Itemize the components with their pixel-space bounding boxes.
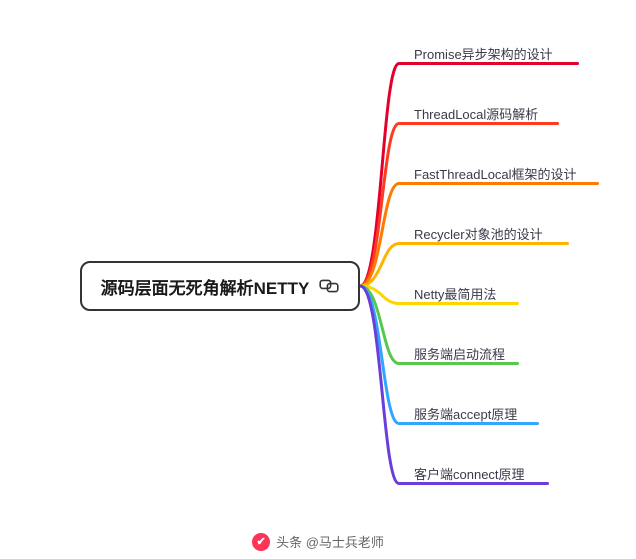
- child-node[interactable]: Promise异步架构的设计: [414, 44, 553, 63]
- connector: [360, 64, 399, 287]
- footer-check-icon: ✔: [252, 533, 270, 551]
- root-node[interactable]: 源码层面无死角解析NETTY: [80, 261, 360, 311]
- footer-text: 头条 @马士兵老师: [276, 532, 384, 551]
- connector: [360, 184, 399, 287]
- child-underline: [399, 302, 519, 305]
- connector: [360, 286, 399, 304]
- connector: [360, 286, 399, 484]
- child-underline: [399, 182, 599, 185]
- connector: [360, 124, 399, 287]
- child-underline: [399, 362, 519, 365]
- child-node[interactable]: ThreadLocal源码解析: [414, 104, 538, 123]
- child-node[interactable]: 服务端启动流程: [414, 344, 505, 363]
- child-node[interactable]: 服务端accept原理: [414, 404, 517, 423]
- footer: ✔ 头条 @马士兵老师: [0, 532, 636, 551]
- child-underline: [399, 242, 569, 245]
- child-underline: [399, 122, 559, 125]
- child-underline: [399, 482, 549, 485]
- connector: [360, 286, 399, 364]
- child-underline: [399, 62, 579, 65]
- child-underline: [399, 422, 539, 425]
- child-node[interactable]: Recycler对象池的设计: [414, 224, 543, 243]
- child-node[interactable]: FastThreadLocal框架的设计: [414, 164, 577, 183]
- connector: [360, 286, 399, 424]
- child-node[interactable]: Netty最简用法: [414, 284, 496, 303]
- connector: [360, 244, 399, 287]
- connector-lines: [360, 0, 400, 559]
- root-label: 源码层面无死角解析NETTY: [101, 274, 310, 299]
- child-node[interactable]: 客户端connect原理: [414, 464, 525, 483]
- link-icon: [319, 278, 339, 294]
